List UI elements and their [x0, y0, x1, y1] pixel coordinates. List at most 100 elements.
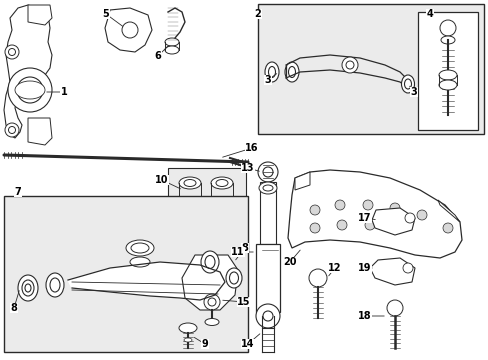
- Polygon shape: [294, 172, 309, 190]
- Circle shape: [386, 300, 402, 316]
- Ellipse shape: [204, 319, 219, 325]
- Ellipse shape: [438, 80, 456, 90]
- Text: 4: 4: [426, 9, 432, 19]
- Ellipse shape: [285, 62, 298, 82]
- Text: 18: 18: [357, 311, 371, 321]
- Circle shape: [439, 20, 455, 36]
- Circle shape: [402, 263, 412, 273]
- Polygon shape: [28, 118, 52, 145]
- Polygon shape: [105, 8, 152, 52]
- Bar: [168, 168, 245, 220]
- Text: 2: 2: [254, 9, 261, 19]
- Circle shape: [442, 223, 452, 233]
- Ellipse shape: [263, 185, 272, 191]
- Ellipse shape: [438, 70, 456, 80]
- Circle shape: [308, 269, 326, 287]
- Ellipse shape: [204, 256, 215, 269]
- Circle shape: [404, 213, 414, 223]
- Circle shape: [8, 68, 52, 112]
- Polygon shape: [4, 5, 52, 138]
- Circle shape: [17, 77, 43, 103]
- Text: 6: 6: [154, 51, 161, 61]
- Ellipse shape: [18, 275, 38, 301]
- Circle shape: [256, 304, 280, 328]
- Text: 16: 16: [245, 143, 258, 153]
- Circle shape: [389, 203, 399, 213]
- Ellipse shape: [130, 257, 150, 267]
- Circle shape: [346, 61, 353, 69]
- Ellipse shape: [288, 67, 295, 77]
- Ellipse shape: [268, 67, 275, 77]
- Circle shape: [5, 123, 19, 137]
- Polygon shape: [182, 255, 238, 310]
- Ellipse shape: [179, 177, 201, 189]
- Text: 5: 5: [102, 9, 109, 19]
- Circle shape: [122, 22, 138, 38]
- Ellipse shape: [404, 79, 411, 89]
- Ellipse shape: [46, 273, 64, 297]
- Ellipse shape: [216, 180, 227, 186]
- Ellipse shape: [15, 81, 45, 99]
- Ellipse shape: [440, 36, 454, 44]
- Circle shape: [362, 200, 372, 210]
- Ellipse shape: [210, 197, 232, 209]
- Circle shape: [341, 57, 357, 73]
- Polygon shape: [287, 170, 461, 258]
- Text: 14: 14: [241, 339, 254, 349]
- Polygon shape: [28, 5, 52, 25]
- Ellipse shape: [50, 278, 60, 292]
- Circle shape: [309, 205, 319, 215]
- Text: 11: 11: [231, 247, 244, 257]
- Circle shape: [364, 220, 374, 230]
- Ellipse shape: [164, 38, 179, 46]
- Polygon shape: [369, 258, 414, 285]
- Text: 15: 15: [237, 297, 250, 307]
- Text: 3: 3: [264, 75, 271, 85]
- Ellipse shape: [183, 180, 196, 186]
- Ellipse shape: [179, 197, 201, 209]
- Polygon shape: [68, 262, 224, 300]
- Ellipse shape: [259, 182, 276, 194]
- Ellipse shape: [22, 280, 34, 296]
- Bar: [260, 182, 275, 244]
- Ellipse shape: [126, 240, 154, 256]
- Ellipse shape: [201, 251, 219, 273]
- Text: 3: 3: [410, 87, 417, 97]
- Bar: [4, 196, 247, 352]
- Ellipse shape: [264, 62, 279, 82]
- Text: 9: 9: [201, 339, 208, 349]
- Circle shape: [8, 49, 16, 55]
- Bar: [256, 244, 280, 312]
- Text: 1: 1: [61, 87, 67, 97]
- Text: 8: 8: [241, 243, 248, 253]
- Circle shape: [258, 162, 278, 182]
- Circle shape: [263, 167, 272, 177]
- Bar: [258, 4, 483, 134]
- Ellipse shape: [183, 338, 192, 342]
- Circle shape: [263, 311, 272, 321]
- Circle shape: [336, 220, 346, 230]
- Ellipse shape: [210, 177, 232, 189]
- Text: 12: 12: [327, 263, 341, 273]
- Text: 17: 17: [358, 213, 371, 223]
- Text: 19: 19: [358, 263, 371, 273]
- Bar: [417, 12, 477, 130]
- Text: 8: 8: [11, 303, 18, 313]
- Ellipse shape: [164, 46, 179, 54]
- Text: 20: 20: [283, 257, 296, 267]
- Ellipse shape: [131, 243, 149, 253]
- Circle shape: [5, 45, 19, 59]
- Polygon shape: [371, 208, 414, 235]
- Circle shape: [8, 126, 16, 134]
- Circle shape: [416, 210, 426, 220]
- Circle shape: [207, 298, 216, 306]
- Ellipse shape: [225, 268, 242, 288]
- Ellipse shape: [179, 323, 197, 333]
- Text: 10: 10: [155, 175, 168, 185]
- Text: 13: 13: [241, 163, 254, 173]
- Circle shape: [334, 200, 345, 210]
- Ellipse shape: [229, 272, 238, 284]
- Circle shape: [203, 294, 220, 310]
- Polygon shape: [437, 200, 459, 222]
- Ellipse shape: [401, 75, 414, 93]
